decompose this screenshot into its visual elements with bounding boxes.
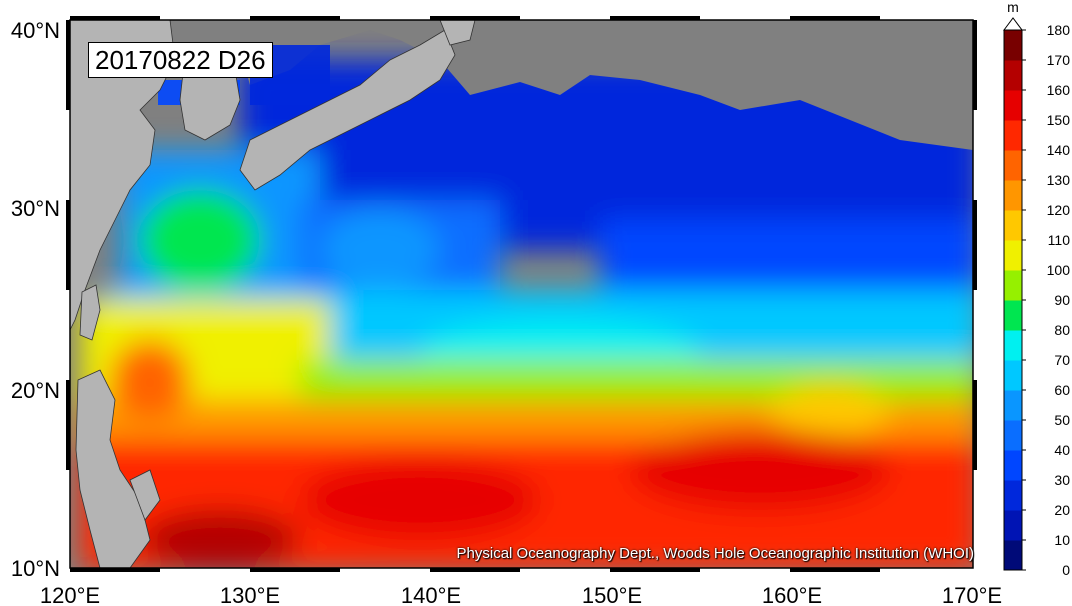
colorbar-swatch (1004, 150, 1022, 181)
colorbar-tick-label: 0 (1062, 562, 1070, 578)
colorbar-tick-label: 90 (1054, 292, 1070, 308)
colorbar-tick-label: 30 (1054, 472, 1070, 488)
colorbar-tick-label: 180 (1047, 22, 1071, 38)
lon-tick: 130°E (220, 583, 280, 606)
lon-tick: 120°E (40, 583, 100, 606)
colorbar-arrow-top (1003, 17, 1023, 31)
date-label: 20170822 D26 (88, 42, 273, 78)
colorbar-swatch (1004, 480, 1022, 511)
colorbar-tick-label: 100 (1047, 262, 1071, 278)
colorbar-swatch (1004, 300, 1022, 331)
plot-frame (69, 19, 974, 569)
colorbar-tick-label: 110 (1048, 232, 1071, 248)
colorbar-tick-label: 120 (1047, 202, 1071, 218)
colorbar-tick-label: 50 (1054, 412, 1070, 428)
lat-tick: 20°N (11, 378, 60, 403)
colorbar-swatch (1004, 360, 1022, 391)
colorbar-swatch (1004, 180, 1022, 211)
colorbar-tick-label: 80 (1054, 322, 1070, 338)
colorbar-tick-label: 130 (1047, 172, 1071, 188)
colorbar-swatch (1004, 90, 1022, 121)
lon-tick-labels: 120°E 130°E 140°E 150°E 160°E 170°E (40, 583, 1002, 606)
colorbar-swatch (1004, 510, 1022, 541)
lon-tick: 150°E (582, 583, 642, 606)
ocean-field (70, 20, 973, 568)
lon-tick: 170°E (942, 583, 1002, 606)
lon-tick: 140°E (401, 583, 461, 606)
colorbar-swatch (1004, 240, 1022, 271)
colorbar-unit: m (1007, 0, 1019, 15)
lat-tick: 10°N (11, 556, 60, 581)
lat-tick: 40°N (11, 18, 60, 43)
colorbar-tick-label: 140 (1047, 142, 1071, 158)
axis-frame-bars (66, 16, 977, 572)
colorbar-tick-label: 160 (1047, 82, 1071, 98)
colorbar-tick-label: 150 (1047, 112, 1071, 128)
colorbar-swatch (1004, 330, 1022, 361)
colorbar-tick-label: 20 (1054, 502, 1070, 518)
colorbar-tick-label: 40 (1054, 442, 1070, 458)
lat-tick: 30°N (11, 196, 60, 221)
colorbar-swatch (1004, 540, 1022, 571)
colorbar: 0 10 20 30 40 50 60 70 80 90 100 110 120 130 140 150 160… (1003, 0, 1071, 578)
lat-tick-labels: 10°N 20°N 30°N 40°N (11, 18, 60, 581)
credit-text: Physical Oceanography Dept., Woods Hole … (456, 545, 974, 562)
colorbar-tick-label: 170 (1047, 52, 1071, 68)
colorbar-tick-label: 60 (1054, 382, 1070, 398)
colorbar-swatch (1004, 60, 1022, 91)
colorbar-tick-label: 70 (1054, 352, 1070, 368)
lon-tick: 160°E (762, 583, 822, 606)
colorbar-swatch (1004, 120, 1022, 151)
colorbar-swatch (1004, 270, 1022, 301)
colorbar-swatch (1004, 30, 1022, 61)
colorbar-tick-label: 10 (1054, 532, 1070, 548)
colorbar-swatch (1004, 210, 1022, 241)
colorbar-swatch (1004, 420, 1022, 451)
colorbar-swatch (1004, 390, 1022, 421)
land-masses (70, 20, 476, 568)
colorbar-swatch (1004, 450, 1022, 481)
